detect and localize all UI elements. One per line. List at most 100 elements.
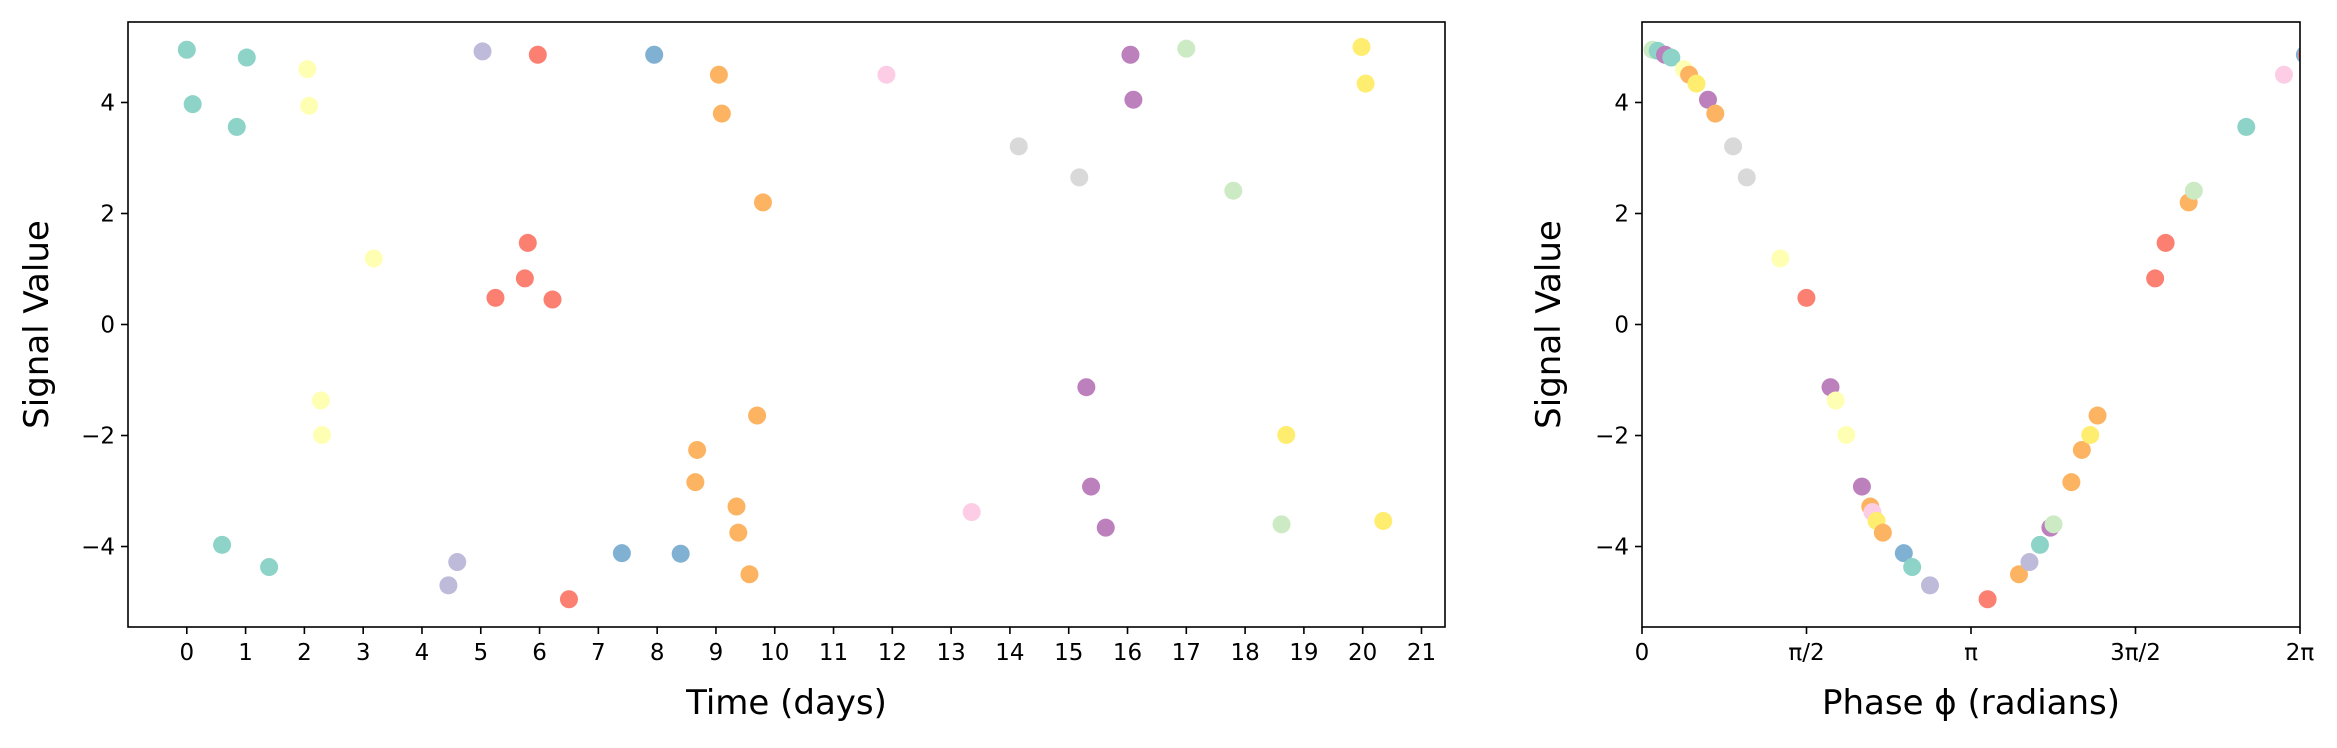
phase-data-point bbox=[1797, 288, 1816, 307]
phase-plot-points bbox=[1643, 38, 2337, 609]
phase-data-point bbox=[2184, 181, 2203, 200]
time-data-point bbox=[528, 45, 547, 64]
time-x-tick-label: 12 bbox=[878, 640, 907, 666]
phase-data-point bbox=[2237, 117, 2256, 136]
time-data-point bbox=[298, 60, 317, 79]
time-data-point bbox=[1374, 511, 1393, 530]
time-data-point bbox=[473, 42, 492, 61]
phase-x-tick-label: 0 bbox=[1635, 640, 1650, 666]
phase-data-point bbox=[2081, 425, 2100, 444]
time-data-point bbox=[518, 233, 537, 252]
time-data-point bbox=[1352, 37, 1371, 56]
phase-data-point bbox=[2088, 406, 2107, 425]
phase-data-point bbox=[1826, 391, 1845, 410]
time-data-point bbox=[877, 65, 896, 84]
time-x-axis-label: Time (days) bbox=[685, 683, 887, 723]
phase-y-tick-label: 2 bbox=[1614, 201, 1629, 227]
time-x-tick-label: 8 bbox=[650, 640, 665, 666]
time-y-tick-label: 0 bbox=[100, 313, 115, 339]
time-x-tick-label: 18 bbox=[1230, 640, 1259, 666]
time-data-point bbox=[729, 523, 748, 542]
time-x-tick-label: 21 bbox=[1407, 640, 1436, 666]
time-data-point bbox=[1177, 39, 1196, 58]
phase-data-point bbox=[1724, 137, 1743, 156]
time-x-tick-label: 3 bbox=[356, 640, 371, 666]
time-data-point bbox=[486, 288, 505, 307]
time-x-tick-label: 14 bbox=[995, 640, 1024, 666]
phase-x-tick-label: 2π bbox=[2286, 640, 2315, 666]
time-data-point bbox=[1356, 74, 1375, 93]
time-x-tick-label: 4 bbox=[415, 640, 430, 666]
phase-x-axis-label: Phase ϕ (radians) bbox=[1822, 683, 2120, 723]
time-data-point bbox=[237, 48, 256, 67]
time-x-tick-label: 20 bbox=[1348, 640, 1377, 666]
phase-data-point bbox=[1837, 425, 1856, 444]
phase-data-point bbox=[1903, 558, 1922, 577]
time-data-point bbox=[227, 117, 246, 136]
time-data-point bbox=[727, 497, 746, 516]
time-x-tick-label: 6 bbox=[532, 640, 547, 666]
time-x-tick-label: 10 bbox=[760, 640, 789, 666]
phase-data-point bbox=[2274, 65, 2293, 84]
time-data-point bbox=[1272, 515, 1291, 534]
time-data-point bbox=[364, 249, 383, 268]
time-data-point bbox=[213, 535, 232, 554]
time-data-point bbox=[688, 440, 707, 459]
phase-data-point bbox=[1698, 90, 1717, 109]
time-data-point bbox=[1124, 90, 1143, 109]
time-data-point bbox=[671, 544, 690, 563]
phase-y-axis-label: Signal Value bbox=[1529, 220, 1569, 429]
time-data-point bbox=[515, 269, 534, 288]
phase-data-point bbox=[2062, 473, 2081, 492]
time-data-point bbox=[1121, 45, 1140, 64]
phase-data-point bbox=[2072, 440, 2091, 459]
phase-data-point bbox=[2319, 38, 2337, 56]
phase-y-tick-label: 0 bbox=[1614, 313, 1629, 339]
time-x-ticks: 0 1 2 3 4 5 6 7 8 9 10 11 12 13 14 15 16 17 18 19 20 21 bbox=[179, 627, 1436, 666]
time-x-tick-label: 7 bbox=[591, 640, 606, 666]
phase-data-point bbox=[2020, 553, 2039, 572]
time-x-tick-label: 2 bbox=[297, 640, 312, 666]
time-x-tick-label: 9 bbox=[709, 640, 724, 666]
time-data-point bbox=[962, 503, 981, 522]
phase-data-point bbox=[1894, 544, 1913, 563]
time-x-tick-label: 19 bbox=[1289, 640, 1318, 666]
time-y-tick-label: −4 bbox=[81, 535, 115, 561]
time-data-point bbox=[740, 565, 759, 584]
time-data-point bbox=[753, 193, 772, 212]
time-data-point bbox=[1077, 378, 1096, 397]
time-y-tick-label: 4 bbox=[100, 90, 115, 116]
time-scatter-plot: 0 1 2 3 4 5 6 7 8 9 10 11 12 13 14 15 16 17 18 19 20 21 −4−20… bbox=[17, 21, 1446, 723]
time-data-point bbox=[1070, 168, 1089, 187]
time-x-tick-label: 13 bbox=[936, 640, 965, 666]
time-x-tick-label: 17 bbox=[1172, 640, 1201, 666]
time-data-point bbox=[1224, 181, 1243, 200]
time-data-point bbox=[177, 40, 196, 59]
phase-y-tick-label: −4 bbox=[1595, 535, 1629, 561]
time-data-point bbox=[612, 544, 631, 563]
time-x-tick-label: 1 bbox=[238, 640, 253, 666]
time-x-tick-label: 15 bbox=[1054, 640, 1083, 666]
phase-x-tick-label: π bbox=[1964, 640, 1978, 666]
time-x-tick-label: 0 bbox=[179, 640, 194, 666]
time-data-point bbox=[543, 290, 562, 309]
phase-data-point bbox=[2030, 535, 2049, 554]
phase-data-point bbox=[2146, 269, 2165, 288]
phase-scatter-plot: 0 π/2 π 3π/2 2π −4 −2 0 2 4 Phase ϕ (radians) Si… bbox=[1529, 21, 2337, 723]
time-x-tick-label: 16 bbox=[1113, 640, 1142, 666]
time-data-point bbox=[645, 45, 664, 64]
phase-y-ticks: −4 −2 0 2 4 bbox=[1595, 90, 1642, 561]
time-data-point bbox=[448, 553, 467, 572]
phase-x-tick-label: π/2 bbox=[1788, 640, 1824, 666]
phase-data-point bbox=[1687, 74, 1706, 93]
phase-data-point bbox=[2010, 565, 2029, 584]
phase-y-tick-label: 4 bbox=[1614, 90, 1629, 116]
phase-x-tick-label: 3π/2 bbox=[2110, 640, 2161, 666]
phase-plot-frame bbox=[1641, 21, 2301, 628]
time-data-point bbox=[1082, 477, 1101, 496]
phase-y-tick-label: −2 bbox=[1595, 424, 1629, 450]
time-data-point bbox=[313, 425, 332, 444]
phase-data-point bbox=[1978, 590, 1997, 609]
time-data-point bbox=[311, 391, 330, 410]
time-x-tick-label: 5 bbox=[473, 640, 488, 666]
